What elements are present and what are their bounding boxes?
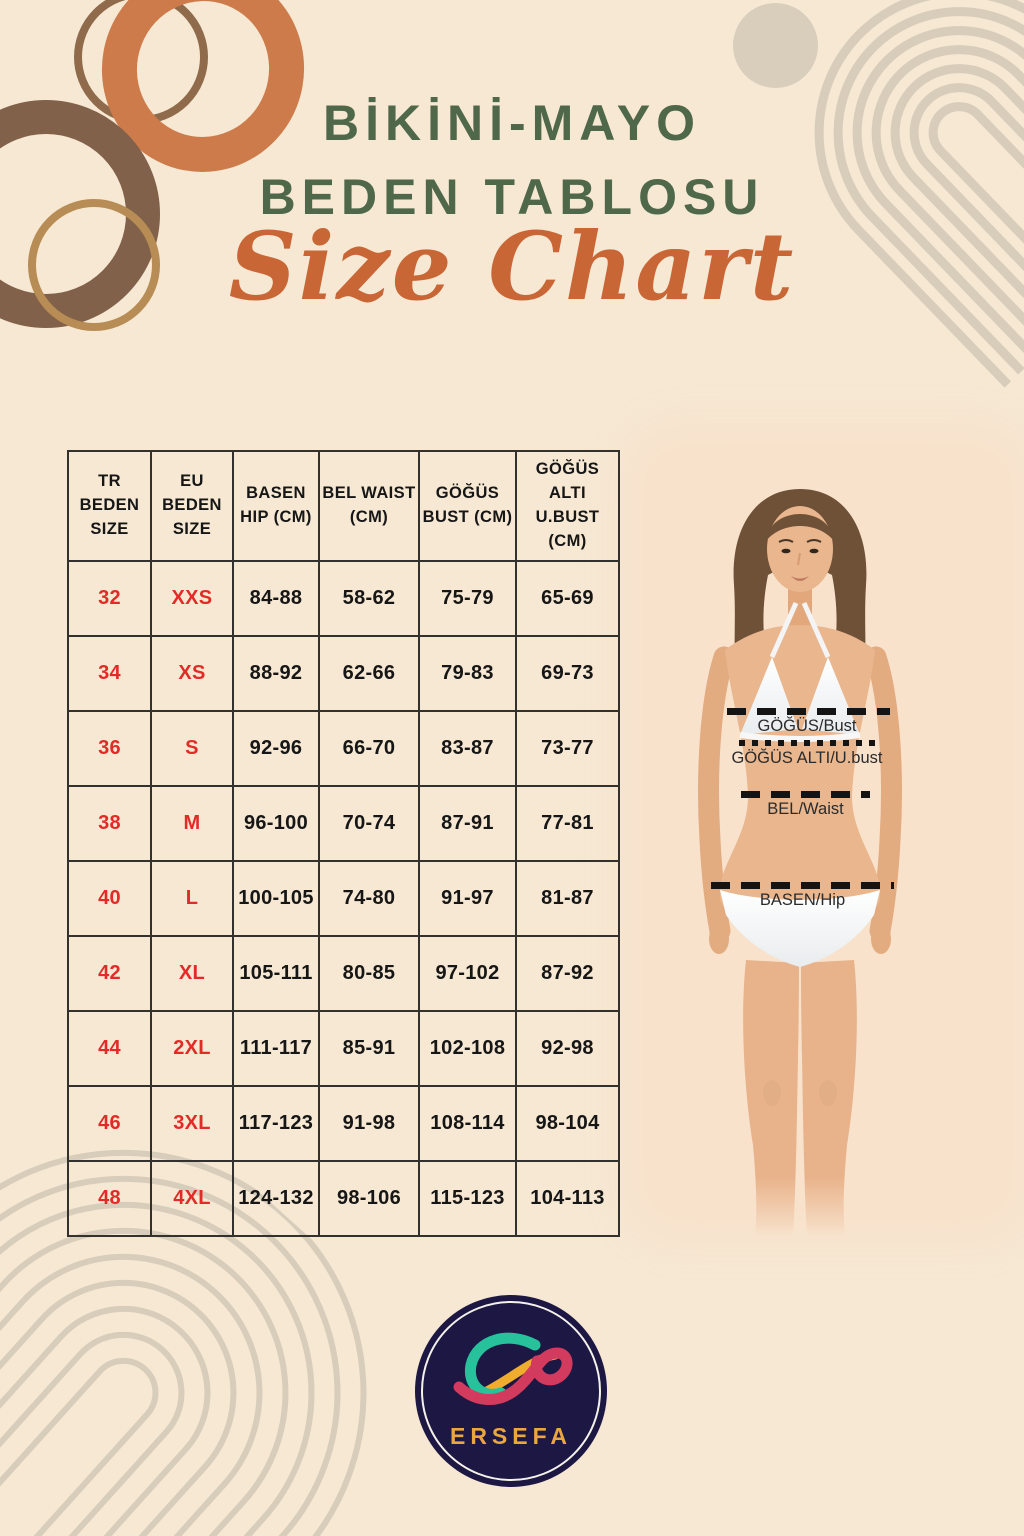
cell-eu: 2XL	[150, 1010, 234, 1087]
cell-tr: 38	[67, 785, 152, 862]
size-table-body: 32 XXS 84-88 58-62 75-79 65-69 34 XS 88-92 62-66 7…	[67, 560, 620, 1237]
header-waist: BEL WAIST (CM)	[318, 450, 420, 562]
cell-hip: 111-117	[232, 1010, 320, 1087]
cell-waist: 98-106	[318, 1160, 420, 1237]
decor-dot-top-right	[733, 3, 818, 88]
cell-ubust: 69-73	[515, 635, 620, 712]
cell-waist: 58-62	[318, 560, 420, 637]
decor-ring-tan-top-left	[28, 199, 160, 331]
cell-hip: 84-88	[232, 560, 320, 637]
table-row: 38 M 96-100 70-74 87-91 77-81	[67, 785, 620, 862]
hip-measure-label: BASEN/Hip	[759, 891, 846, 909]
table-row: 32 XXS 84-88 58-62 75-79 65-69	[67, 560, 620, 637]
header-bust: GÖĞÜS BUST (CM)	[418, 450, 517, 562]
cell-hip: 96-100	[232, 785, 320, 862]
model-figure-illustration	[698, 489, 902, 1237]
cell-eu: L	[150, 860, 234, 937]
underbust-measure-label: GÖĞÜS ALTI/U.bust	[731, 749, 883, 767]
cell-tr: 46	[67, 1085, 152, 1162]
table-row: 34 XS 88-92 62-66 79-83 69-73	[67, 635, 620, 712]
cell-waist: 66-70	[318, 710, 420, 787]
header-tr-size: TR BEDEN SIZE	[67, 450, 152, 562]
bust-measure-label: GÖĞÜS/Bust	[757, 717, 857, 735]
cell-hip: 88-92	[232, 635, 320, 712]
title-line-2: BEDEN TABLOSU	[259, 169, 765, 225]
decor-fingerprint-top-right	[814, 0, 1024, 390]
cell-hip: 117-123	[232, 1085, 320, 1162]
cell-bust: 102-108	[418, 1010, 517, 1087]
underbust-measure-line	[739, 740, 876, 746]
cell-ubust: 65-69	[515, 560, 620, 637]
cell-bust: 79-83	[418, 635, 517, 712]
cell-tr: 36	[67, 710, 152, 787]
decor-ring-top-left	[74, 0, 208, 124]
cell-eu: XXS	[150, 560, 234, 637]
cell-hip: 92-96	[232, 710, 320, 787]
cell-ubust: 81-87	[515, 860, 620, 937]
hip-measure-line	[711, 882, 894, 889]
cell-hip: 105-111	[232, 935, 320, 1012]
cell-waist: 62-66	[318, 635, 420, 712]
size-table: TR BEDEN SIZE EU BEDEN SIZE BASEN HIP (C…	[67, 450, 620, 1237]
cell-tr: 32	[67, 560, 152, 637]
cell-hip: 100-105	[232, 860, 320, 937]
cell-ubust: 92-98	[515, 1010, 620, 1087]
cell-eu: 3XL	[150, 1085, 234, 1162]
cell-bust: 87-91	[418, 785, 517, 862]
cell-waist: 85-91	[318, 1010, 420, 1087]
table-row: 40 L 100-105 74-80 91-97 81-87	[67, 860, 620, 937]
cell-eu: M	[150, 785, 234, 862]
header-hip: BASEN HIP (CM)	[232, 450, 320, 562]
cell-waist: 91-98	[318, 1085, 420, 1162]
cell-ubust: 73-77	[515, 710, 620, 787]
infinity-swirl-icon	[453, 1332, 573, 1405]
cell-tr: 34	[67, 635, 152, 712]
cell-ubust: 98-104	[515, 1085, 620, 1162]
table-row: 46 3XL 117-123 91-98 108-114 98-104	[67, 1085, 620, 1162]
bust-measure-line	[727, 708, 890, 715]
cell-bust: 83-87	[418, 710, 517, 787]
cell-bust: 91-97	[418, 860, 517, 937]
cell-hip: 124-132	[232, 1160, 320, 1237]
cell-bust: 115-123	[418, 1160, 517, 1237]
header-underbust: GÖĞÜS ALTI U.BUST (CM)	[515, 450, 620, 562]
table-row: 44 2XL 111-117 85-91 102-108 92-98	[67, 1010, 620, 1087]
waist-measure-label: BEL/Waist	[767, 800, 844, 818]
table-header-row: TR BEDEN SIZE EU BEDEN SIZE BASEN HIP (C…	[67, 450, 620, 562]
brand-logo: ERSEFA	[415, 1295, 607, 1487]
waist-measure-line	[741, 791, 870, 798]
cell-waist: 74-80	[318, 860, 420, 937]
brand-name: ERSEFA	[449, 1423, 573, 1449]
header-eu-size: EU BEDEN SIZE	[150, 450, 234, 562]
cell-eu: XL	[150, 935, 234, 1012]
cell-bust: 75-79	[418, 560, 517, 637]
cell-eu: XS	[150, 635, 234, 712]
cell-ubust: 104-113	[515, 1160, 620, 1237]
cell-waist: 70-74	[318, 785, 420, 862]
cell-tr: 42	[67, 935, 152, 1012]
cell-ubust: 87-92	[515, 935, 620, 1012]
cell-bust: 108-114	[418, 1085, 517, 1162]
cell-eu: S	[150, 710, 234, 787]
cell-bust: 97-102	[418, 935, 517, 1012]
title-script: Size Chart	[228, 212, 796, 322]
cell-waist: 80-85	[318, 935, 420, 1012]
cell-tr: 40	[67, 860, 152, 937]
title-line-1: BİKİNİ-MAYO	[322, 95, 702, 151]
table-row: 36 S 92-96 66-70 83-87 73-77	[67, 710, 620, 787]
cell-eu: 4XL	[150, 1160, 234, 1237]
cell-tr: 48	[67, 1160, 152, 1237]
table-row: 42 XL 105-111 80-85 97-102 87-92	[67, 935, 620, 1012]
table-row: 48 4XL 124-132 98-106 115-123 104-113	[67, 1160, 620, 1237]
cell-ubust: 77-81	[515, 785, 620, 862]
cell-tr: 44	[67, 1010, 152, 1087]
